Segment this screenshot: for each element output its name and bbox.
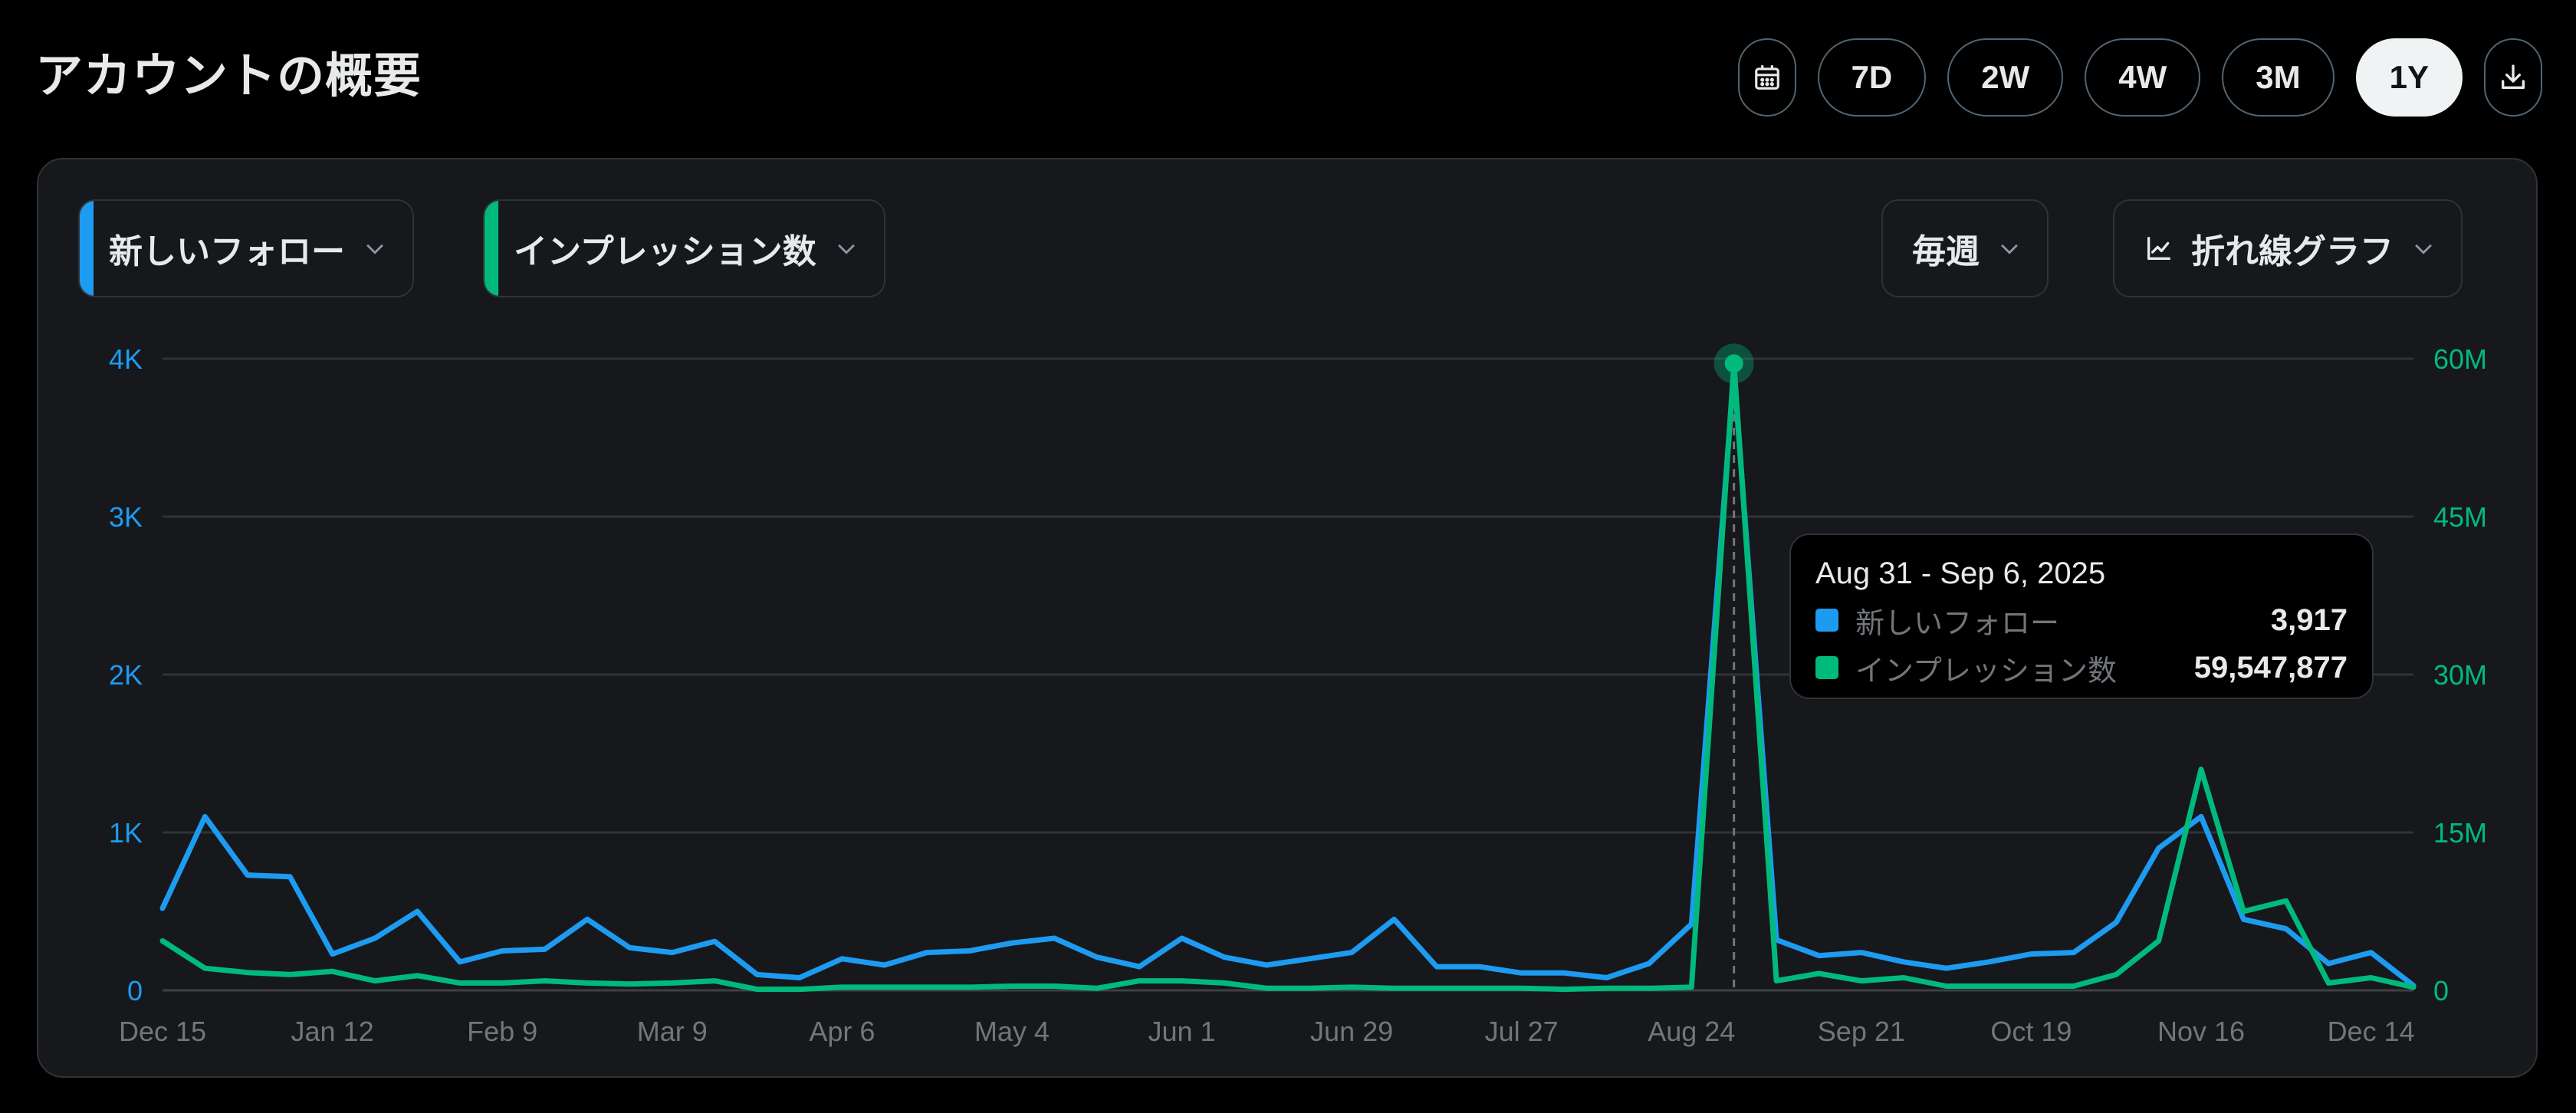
line-chart[interactable]: 0 0 1K 15M 2K 30M 3K 45M 4K 60M Dec 15 Jan 12 Feb 9 M… <box>38 159 2539 1079</box>
y-left-tick-label: 2K <box>109 659 143 691</box>
y-left-tick-label: 1K <box>109 817 143 849</box>
range-3m-button[interactable]: 3M <box>2222 38 2334 117</box>
range-1y-button[interactable]: 1Y <box>2355 38 2463 117</box>
x-tick-label: Nov 16 <box>2157 1016 2245 1047</box>
metric2-color-bar <box>485 201 498 296</box>
x-tick-label: Jan 12 <box>291 1016 374 1047</box>
y-left-tick-label: 0 <box>127 975 143 1006</box>
y-right-tick-label: 15M <box>2433 817 2487 849</box>
download-button[interactable] <box>2484 38 2542 117</box>
highlight-point <box>1724 354 1743 373</box>
chart-type-label: 折れ線グラフ <box>2191 232 2394 271</box>
x-tick-label: Jun 29 <box>1310 1016 1393 1047</box>
calendar-icon <box>1754 65 1779 90</box>
metric2-label: インプレッション数 <box>514 232 816 271</box>
interval-label: 毎週 <box>1912 232 1980 271</box>
y-left-tick-label: 3K <box>109 501 143 533</box>
x-tick-label: Oct 19 <box>1990 1016 2072 1047</box>
x-tick-label: Mar 9 <box>637 1016 708 1047</box>
tooltip-follows-value: 3,917 <box>2270 602 2348 637</box>
tooltip-impressions-name: インプレッション数 <box>1855 653 2117 688</box>
range-7d-button[interactable]: 7D <box>1817 38 1927 117</box>
y-right-tick-label: 30M <box>2433 659 2487 691</box>
page-title: アカウントの概要 <box>35 48 422 103</box>
series-line-0 <box>159 369 2417 989</box>
chart-tooltip: Aug 31 - Sep 6, 2025 新しいフォロー 3,917 インプレッ… <box>1789 534 2374 699</box>
x-tick-label: Dec 14 <box>2328 1016 2415 1047</box>
follows-swatch <box>1815 609 1838 632</box>
tooltip-row-follows: 新しいフォロー 3,917 <box>1815 596 2348 644</box>
date-range-selector: 7D 2W 4W 3M 1Y <box>1737 38 2542 117</box>
x-tick-label: Feb 9 <box>467 1016 537 1047</box>
tooltip-follows-name: 新しいフォロー <box>1855 606 2060 640</box>
x-tick-label: Jun 1 <box>1148 1016 1215 1047</box>
chart-type-select[interactable]: 折れ線グラフ <box>2113 199 2463 297</box>
calendar-button[interactable] <box>1737 38 1796 117</box>
tooltip-row-impressions: インプレッション数 59,547,877 <box>1815 644 2348 691</box>
chevron-down-icon <box>837 244 855 254</box>
impressions-swatch <box>1815 656 1838 679</box>
tooltip-impressions-value: 59,547,877 <box>2193 650 2348 685</box>
chevron-down-icon <box>366 244 383 254</box>
metric1-select[interactable]: 新しいフォロー <box>78 199 414 297</box>
range-2w-button[interactable]: 2W <box>1947 38 2064 117</box>
x-tick-label: Apr 6 <box>809 1016 875 1047</box>
tooltip-date: Aug 31 - Sep 6, 2025 <box>1815 556 2106 590</box>
x-tick-label: Aug 24 <box>1648 1016 1735 1047</box>
chart-card: 新しいフォロー インプレッション数 毎週 折れ線グラフ 0 0 1K 15M 2K 30M… <box>37 158 2538 1078</box>
download-icon <box>2502 64 2525 90</box>
metric1-label: 新しいフォロー <box>109 232 345 271</box>
y-right-tick-label: 0 <box>2433 975 2449 1006</box>
metric1-color-bar <box>80 201 94 296</box>
range-4w-button[interactable]: 4W <box>2085 38 2201 117</box>
chevron-down-icon <box>2415 244 2432 254</box>
metric2-select[interactable]: インプレッション数 <box>483 199 886 297</box>
x-tick-label: Dec 15 <box>119 1016 206 1047</box>
line-chart-icon <box>2147 237 2170 260</box>
y-right-tick-label: 60M <box>2433 343 2487 375</box>
y-left-tick-label: 4K <box>109 343 143 375</box>
x-tick-label: Jul 27 <box>1485 1016 1559 1047</box>
chevron-down-icon <box>2001 244 2018 254</box>
y-right-tick-label: 45M <box>2433 501 2487 533</box>
x-tick-label: Sep 21 <box>1818 1016 1905 1047</box>
series-line-1 <box>159 360 2417 993</box>
x-tick-label: May 4 <box>974 1016 1050 1047</box>
interval-select[interactable]: 毎週 <box>1881 199 2049 297</box>
